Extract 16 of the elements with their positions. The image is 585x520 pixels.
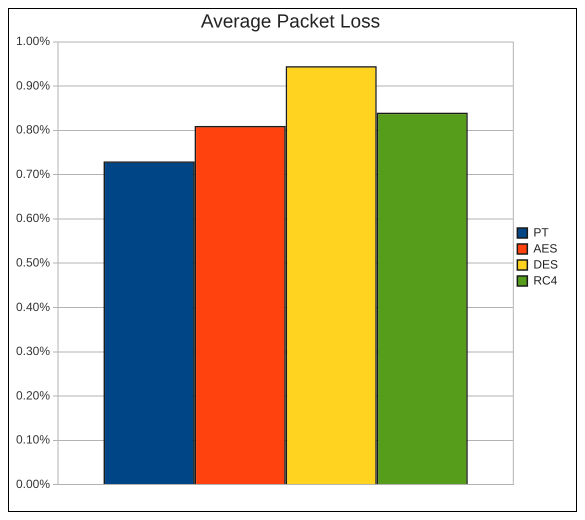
- legend-label: DES: [533, 257, 558, 272]
- y-tick-label: 0.80%: [16, 122, 50, 137]
- y-tick-label: 0.30%: [16, 344, 50, 358]
- y-tick-label: 0.20%: [16, 388, 50, 402]
- legend-label: AES: [533, 241, 558, 256]
- y-tick-label: 0.60%: [16, 211, 50, 226]
- y-tick-label: 0.00%: [16, 476, 50, 491]
- y-tick-label: 0.50%: [16, 256, 50, 270]
- chart-title: Average Packet Loss: [200, 12, 380, 33]
- y-tick-label: 0.90%: [16, 78, 50, 92]
- legend-label: RC4: [533, 273, 558, 288]
- y-tick-label: 1.00%: [16, 34, 50, 48]
- y-tick-label: 0.10%: [16, 432, 50, 447]
- y-tick-label: 0.40%: [16, 300, 50, 314]
- y-tick-label: 0.70%: [16, 166, 50, 181]
- legend-label: PT: [533, 225, 550, 240]
